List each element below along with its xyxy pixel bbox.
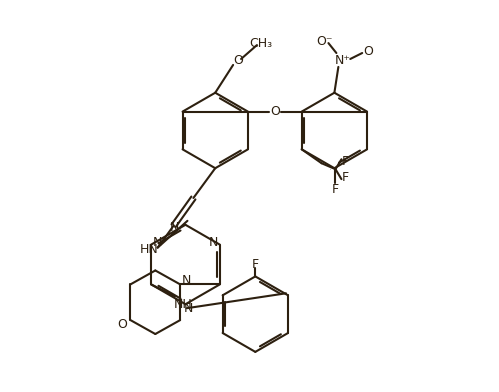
Text: F: F: [342, 155, 349, 168]
Text: O: O: [363, 45, 373, 58]
Text: N: N: [170, 221, 179, 234]
Text: N: N: [184, 302, 193, 315]
Text: O: O: [118, 318, 127, 330]
Text: HN: HN: [139, 243, 158, 256]
Text: CF₃: CF₃: [330, 169, 333, 170]
Text: O: O: [270, 105, 280, 118]
Text: N: N: [152, 236, 162, 249]
Text: F: F: [332, 183, 339, 196]
Text: F: F: [252, 258, 259, 271]
Text: N: N: [182, 274, 191, 287]
Text: F: F: [342, 171, 349, 183]
Text: O⁻: O⁻: [316, 34, 333, 47]
Text: O: O: [233, 54, 243, 67]
Text: CH₃: CH₃: [250, 36, 272, 50]
Text: N: N: [209, 236, 219, 249]
Text: NH: NH: [174, 298, 192, 311]
Text: N⁺: N⁺: [334, 54, 350, 67]
